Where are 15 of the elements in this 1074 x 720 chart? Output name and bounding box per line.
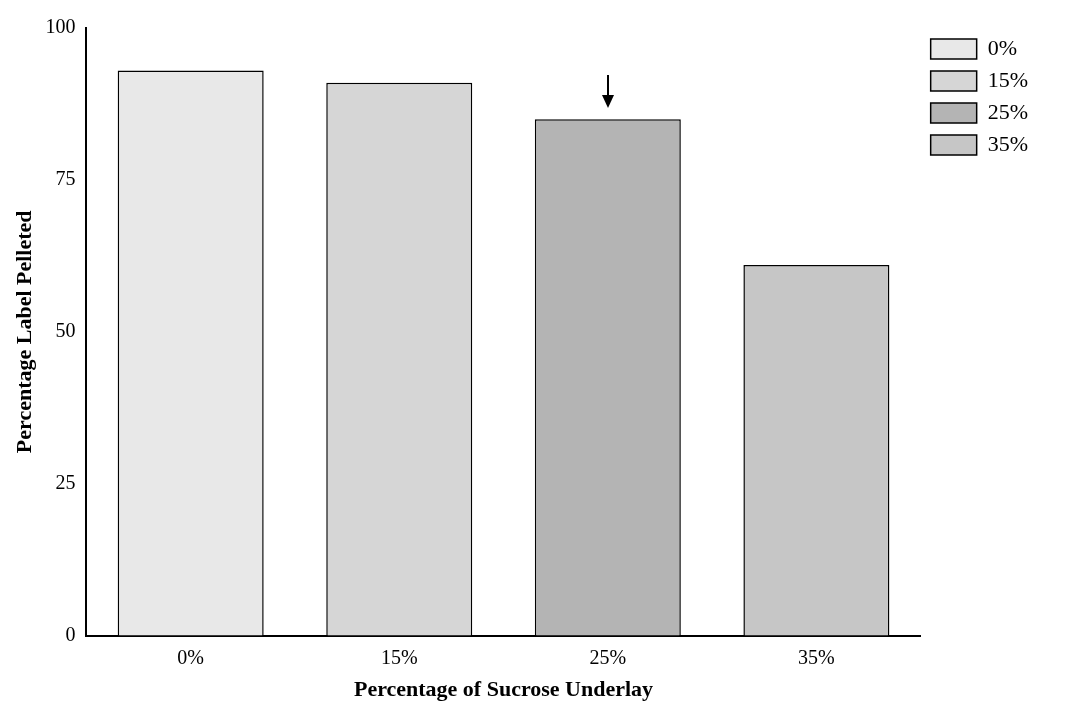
legend-label: 15% (987, 66, 1028, 92)
y-axis-title: Percentage Label Pelleted (10, 210, 36, 454)
legend-label: 0% (987, 34, 1017, 60)
y-tick-label: 100 (45, 15, 76, 38)
x-tick-label: 0% (177, 645, 205, 668)
x-tick-label: 15% (380, 645, 418, 668)
x-axis-title: Percentage of Sucrose Underlay (353, 676, 654, 702)
legend-label: 25% (987, 98, 1028, 124)
x-tick-label: 25% (589, 645, 627, 668)
y-tick-label: 75 (55, 167, 76, 190)
x-tick-label: 35% (798, 645, 835, 668)
y-tick-label: 50 (55, 319, 76, 342)
y-tick-label: 25 (55, 470, 76, 493)
y-tick-label: 0 (65, 622, 76, 645)
legend-label: 35% (987, 130, 1028, 156)
